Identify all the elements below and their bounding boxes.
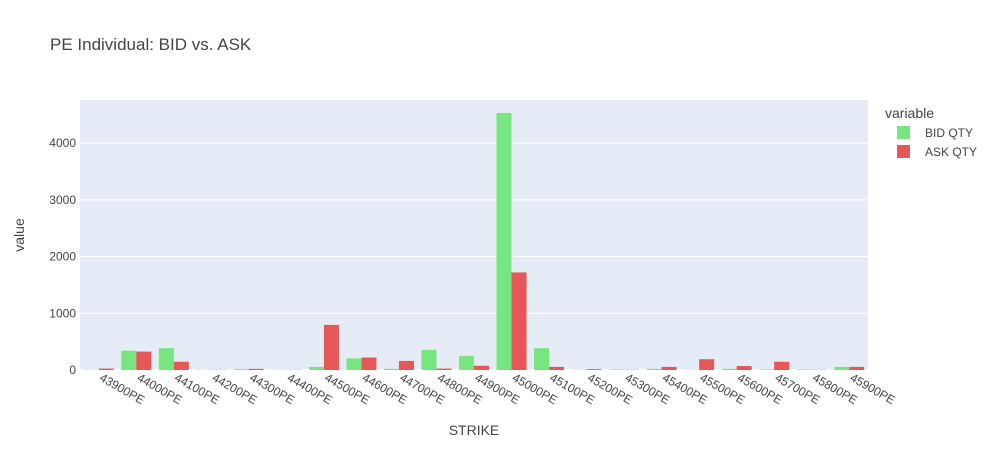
bar-ask-qty[interactable] — [849, 366, 865, 370]
y-axis-title: value — [11, 218, 27, 252]
y-tick-label: 1000 — [49, 306, 76, 320]
bar-bid-qty[interactable] — [346, 358, 362, 370]
bar-bid-qty[interactable] — [383, 368, 399, 370]
bar-bid-qty[interactable] — [308, 366, 324, 370]
bar-ask-qty[interactable] — [661, 366, 677, 370]
y-tick-labels: 0 1000 2000 3000 4000 — [49, 136, 76, 377]
bar-ask-qty[interactable] — [699, 359, 715, 370]
bar-bid-qty[interactable] — [158, 348, 174, 370]
bar-ask-qty[interactable] — [586, 369, 602, 370]
bar-bid-qty[interactable] — [796, 369, 812, 370]
bar-bid-qty[interactable] — [646, 368, 662, 370]
bar-bid-qty[interactable] — [609, 369, 625, 370]
legend-title: variable — [885, 105, 934, 121]
bar-bid-qty[interactable] — [834, 366, 850, 370]
bar-bid-qty[interactable] — [759, 369, 775, 370]
legend-items[interactable]: BID QTY ASK QTY — [897, 126, 977, 159]
bars-layer — [83, 113, 865, 371]
bar-ask-qty[interactable] — [736, 366, 752, 370]
legend-label[interactable]: ASK QTY — [925, 145, 977, 159]
bar-ask-qty[interactable] — [136, 351, 152, 370]
legend-swatch[interactable] — [897, 145, 910, 158]
bar-bid-qty[interactable] — [458, 355, 474, 370]
y-tick-label: 2000 — [49, 250, 76, 264]
bar-bid-qty[interactable] — [421, 349, 437, 370]
bar-ask-qty[interactable] — [774, 361, 790, 370]
legend-swatch[interactable] — [897, 126, 910, 139]
bar-ask-qty[interactable] — [361, 357, 377, 370]
y-tick-label: 4000 — [49, 136, 76, 150]
y-tick-label: 0 — [69, 363, 76, 377]
bar-ask-qty[interactable] — [323, 324, 339, 370]
bar-bid-qty[interactable] — [496, 113, 512, 371]
plot-background — [80, 100, 868, 370]
bar-ask-qty[interactable] — [511, 272, 527, 370]
bar-ask-qty[interactable] — [436, 368, 452, 370]
bar-ask-qty[interactable] — [549, 366, 565, 370]
bar-bid-qty[interactable] — [721, 368, 737, 370]
x-tick-labels: 43900PE44000PE44100PE44200PE44300PE44400… — [97, 370, 897, 407]
legend[interactable]: variable BID QTY ASK QTY — [885, 105, 977, 159]
chart-title: PE Individual: BID vs. ASK — [50, 35, 252, 54]
bar-ask-qty[interactable] — [398, 360, 414, 370]
bar-ask-qty[interactable] — [248, 368, 264, 370]
x-axis-title: STRIKE — [449, 422, 500, 438]
bar-bid-qty[interactable] — [121, 350, 137, 370]
y-tick-label: 3000 — [49, 193, 76, 207]
legend-label[interactable]: BID QTY — [925, 126, 973, 140]
bar-ask-qty[interactable] — [173, 361, 189, 370]
bar-bid-qty[interactable] — [534, 348, 550, 370]
bar-bid-qty[interactable] — [233, 369, 249, 370]
bar-ask-qty[interactable] — [474, 365, 490, 370]
bar-ask-qty[interactable] — [98, 368, 114, 370]
